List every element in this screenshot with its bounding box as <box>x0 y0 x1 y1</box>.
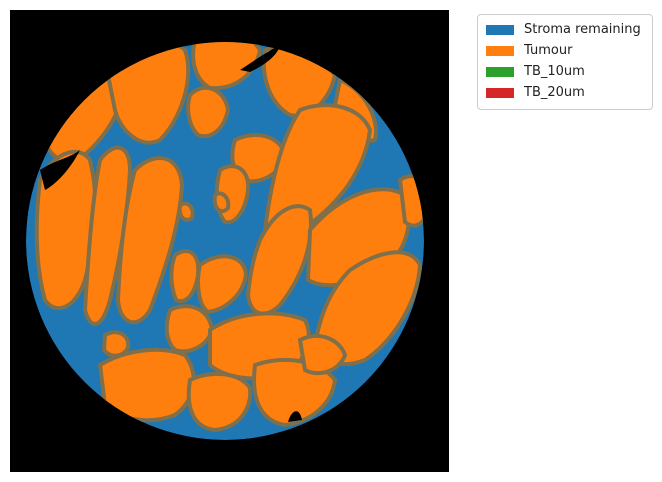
tumour-region <box>262 103 373 238</box>
legend-swatch <box>486 87 514 98</box>
legend-label: TB_20um <box>524 85 585 100</box>
tumour-region <box>186 371 253 433</box>
tumour-region <box>169 249 201 304</box>
legend-swatch <box>486 66 514 77</box>
tumour-region <box>191 42 263 91</box>
tumour-region <box>115 156 185 325</box>
tumour-region <box>297 334 348 376</box>
tissue-gap <box>40 150 80 190</box>
tissue-gap <box>288 411 302 422</box>
legend-item: Tumour <box>486 40 644 61</box>
tissue-gap <box>240 45 280 72</box>
tumour-region <box>212 191 231 214</box>
tumour-region <box>245 204 313 316</box>
tumour-region <box>312 250 423 366</box>
legend-item: TB_20um <box>486 82 644 103</box>
tumour-region <box>164 304 215 354</box>
legend: Stroma remaining Tumour TB_10um TB_20um <box>477 14 653 110</box>
tumour-region <box>230 133 288 184</box>
legend-item: Stroma remaining <box>486 19 644 40</box>
tissue-segmentation-image <box>10 10 449 472</box>
segmentation-map <box>10 10 449 472</box>
tumour-region <box>177 201 195 222</box>
legend-label: Tumour <box>524 43 573 58</box>
legend-swatch <box>486 45 514 56</box>
legend-label: TB_10um <box>524 64 585 79</box>
legend-label: Stroma remaining <box>524 22 641 37</box>
legend-swatch <box>486 24 514 35</box>
tumour-region <box>82 145 133 326</box>
tumour-region <box>101 330 131 358</box>
tumour-region <box>196 254 249 315</box>
legend-item: TB_10um <box>486 61 644 82</box>
tumour-region <box>252 358 338 428</box>
tumour-region <box>186 85 231 139</box>
